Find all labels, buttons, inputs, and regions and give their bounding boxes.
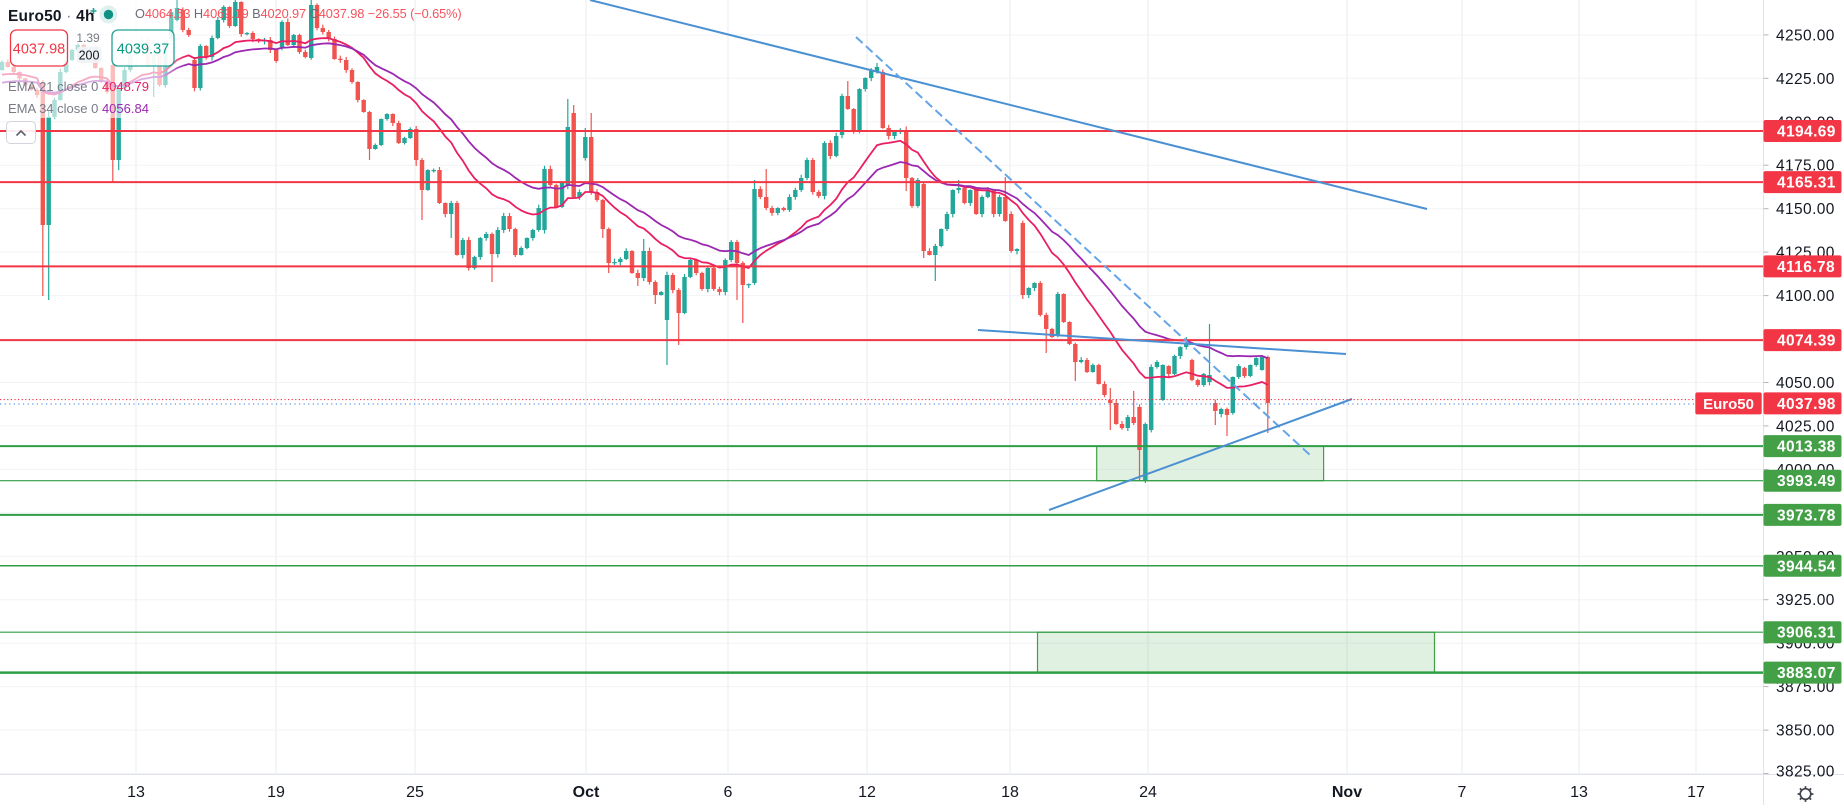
svg-text:7: 7	[1458, 784, 1467, 801]
svg-text:4116.78: 4116.78	[1777, 259, 1835, 276]
svg-text:O4064.53 H4069.19 B4020.97 C40: O4064.53 H4069.19 B4020.97 C4037.98 −26.…	[135, 6, 462, 21]
svg-text:200: 200	[79, 49, 100, 63]
svg-text:4025.00: 4025.00	[1776, 418, 1835, 435]
svg-text:3906.31: 3906.31	[1777, 625, 1836, 642]
svg-text:3850.00: 3850.00	[1776, 723, 1835, 740]
svg-text:18: 18	[1001, 784, 1019, 801]
svg-text:19: 19	[267, 784, 285, 801]
svg-text:12: 12	[858, 784, 876, 801]
svg-text:3883.07: 3883.07	[1777, 665, 1836, 682]
svg-text:3944.54: 3944.54	[1777, 558, 1836, 575]
svg-text:3973.78: 3973.78	[1777, 507, 1836, 524]
svg-text:13: 13	[1570, 784, 1588, 801]
svg-text:4165.31: 4165.31	[1777, 175, 1836, 192]
svg-text:4150.00: 4150.00	[1776, 201, 1835, 218]
svg-text:1.39: 1.39	[76, 31, 100, 45]
svg-text:Nov: Nov	[1332, 784, 1362, 801]
svg-text:4037.98: 4037.98	[13, 42, 65, 58]
svg-text:25: 25	[406, 784, 424, 801]
svg-text:4050.00: 4050.00	[1776, 375, 1835, 392]
svg-text:3993.49: 3993.49	[1777, 473, 1836, 490]
svg-text:3925.00: 3925.00	[1776, 592, 1835, 609]
svg-text:Euro50 · 4h: Euro50 · 4h	[8, 8, 95, 25]
svg-text:EMA 21 close 0 4048.79: EMA 21 close 0 4048.79	[8, 79, 149, 94]
svg-text:6: 6	[724, 784, 733, 801]
svg-text:4013.38: 4013.38	[1777, 439, 1836, 456]
svg-text:4225.00: 4225.00	[1776, 71, 1835, 88]
svg-text:4039.37: 4039.37	[117, 42, 169, 58]
svg-text:4194.69: 4194.69	[1777, 124, 1836, 141]
svg-text:Oct: Oct	[573, 784, 600, 801]
svg-text:EMA 34 close 0 4056.84: EMA 34 close 0 4056.84	[8, 101, 149, 116]
svg-text:Euro50: Euro50	[1703, 396, 1754, 413]
svg-text:17: 17	[1687, 784, 1705, 801]
svg-text:4074.39: 4074.39	[1777, 333, 1836, 350]
svg-text:4100.00: 4100.00	[1776, 288, 1835, 305]
svg-text:24: 24	[1139, 784, 1157, 801]
svg-text:13: 13	[127, 784, 145, 801]
svg-text:4037.98: 4037.98	[1777, 396, 1836, 413]
svg-text:3825.00: 3825.00	[1776, 764, 1835, 781]
svg-text:4250.00: 4250.00	[1776, 27, 1835, 44]
